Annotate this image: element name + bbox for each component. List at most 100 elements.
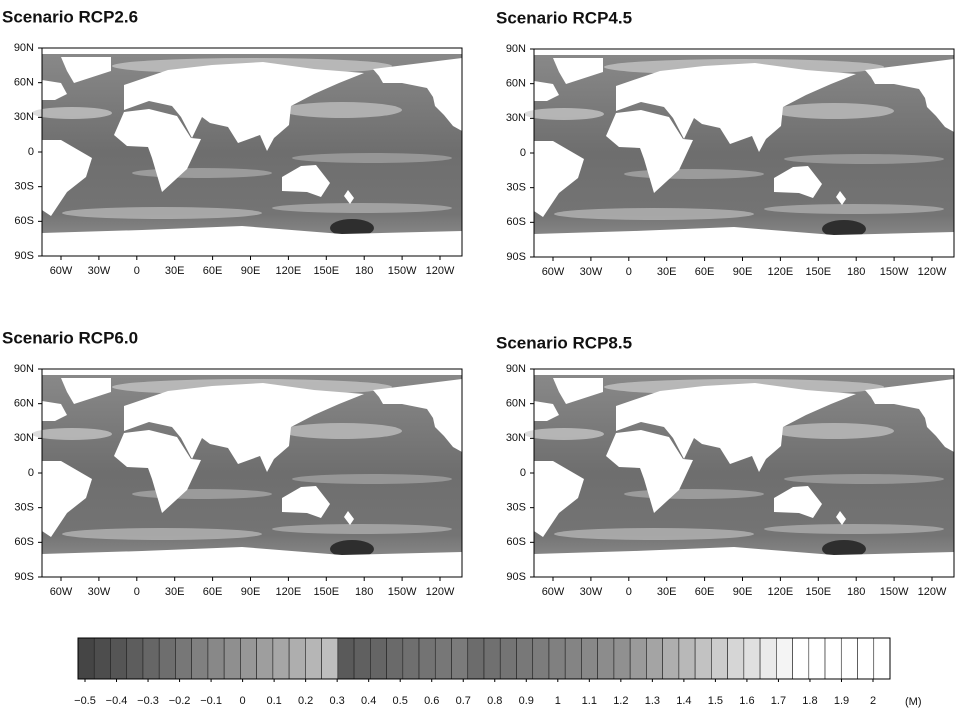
lon-tick-label: 30E: [165, 265, 185, 277]
colorbar-box: [272, 637, 290, 680]
colorbar-tick-label: −0.3: [137, 695, 159, 707]
colorbar-tick-label: 1.8: [802, 695, 817, 707]
lon-tick-label: 180: [847, 586, 865, 598]
lon-tick-label: 120E: [276, 586, 302, 598]
lon-tick-label: 150E: [313, 265, 339, 277]
colorbar-tick-label: 1.4: [676, 695, 691, 707]
lat-tick-label: 30N: [14, 432, 34, 444]
colorbar-box: [678, 637, 696, 680]
colorbar-box: [77, 637, 95, 680]
colorbar-box: [711, 637, 728, 680]
lat-tick-label: 30N: [14, 111, 34, 123]
map: 90N 60N 30N 0 30S 60S 90S 60W 30W 0 30E 60E 90E 120E 1…: [506, 43, 955, 278]
colorbar-tick-label: 0.9: [519, 695, 534, 707]
lat-tick-label: 30N: [506, 432, 526, 444]
colorbar-box: [126, 637, 144, 680]
colorbar-box: [353, 637, 371, 680]
colorbar-box: [727, 637, 745, 680]
colorbar-box: [597, 637, 615, 680]
colorbar-box: [207, 637, 225, 680]
lon-tick-label: 60W: [542, 266, 565, 278]
colorbar-box: [499, 637, 517, 680]
lat-tick-label: 90N: [14, 42, 34, 54]
lon-tick-label: 30E: [165, 586, 185, 598]
colorbar-box: [581, 637, 598, 680]
lat-tick-label: 60S: [14, 536, 34, 548]
lon-tick-label: 150W: [880, 586, 909, 598]
colorbar-box: [288, 637, 306, 680]
lon-tick-label: 150E: [805, 266, 831, 278]
map-image: [32, 48, 462, 256]
lon-tick-label: 120W: [426, 586, 455, 598]
colorbar-box: [629, 637, 647, 680]
lat-tick-label: 90N: [14, 363, 34, 375]
lat-tick-label: 60N: [14, 398, 34, 410]
colorbar-box: [646, 637, 663, 680]
colorbar-box: [434, 637, 452, 680]
colorbar-box: [451, 637, 469, 680]
colorbar-box: [467, 637, 485, 680]
lon-tick-label: 150W: [880, 266, 909, 278]
colorbar-box: [256, 637, 274, 680]
lon-tick-label: 180: [355, 265, 373, 277]
panel-title: Scenario RCP6.0: [2, 328, 138, 347]
panel-title: Scenario RCP2.6: [2, 7, 138, 26]
lat-tick-label: 60S: [14, 215, 34, 227]
lat-tick-label: 30S: [14, 181, 34, 193]
colorbar-box: [386, 637, 404, 680]
colorbar-tick-label: 1: [555, 695, 561, 707]
lon-tick-label: 60W: [50, 265, 73, 277]
colorbar-tick-label: −0.1: [200, 695, 222, 707]
lon-tick-label: 60W: [542, 586, 565, 598]
colorbar-tick-label: 1.6: [739, 695, 754, 707]
colorbar-box: [548, 637, 566, 680]
lon-tick-label: 120E: [768, 266, 794, 278]
colorbar-tick-label: 1.3: [645, 695, 660, 707]
colorbar-unit: (M): [905, 696, 922, 708]
colorbar-tick-label: 1.1: [582, 695, 597, 707]
lon-tick-label: 120E: [768, 586, 794, 598]
lat-tick-label: 60N: [506, 78, 526, 90]
colorbar-box: [337, 637, 355, 680]
colorbar-box: [662, 637, 680, 680]
colorbar-box: [191, 637, 209, 680]
lat-tick-label: 0: [520, 467, 526, 479]
lat-tick-label: 60S: [506, 216, 526, 228]
lon-tick-label: 60E: [203, 265, 223, 277]
lat-tick-label: 90S: [14, 571, 34, 583]
colorbar-box: [532, 637, 550, 680]
colorbar-box: [759, 637, 777, 680]
lon-tick-label: 0: [626, 266, 632, 278]
colorbar-box: [694, 637, 712, 680]
map-image: [32, 369, 462, 577]
lat-tick-label: 60N: [14, 77, 34, 89]
colorbar-tick-label: 0: [240, 695, 246, 707]
lon-tick-label: 60W: [50, 586, 73, 598]
lon-tick-label: 0: [134, 265, 140, 277]
colorbar-box: [418, 637, 436, 680]
lon-tick-label: 90E: [241, 265, 261, 277]
map-image: [524, 369, 954, 577]
colorbar-box: [516, 637, 534, 680]
lat-tick-label: 90N: [506, 43, 526, 55]
colorbar-box: [175, 637, 192, 680]
colorbar-box: [743, 637, 761, 680]
colorbar-box: [873, 637, 891, 680]
lat-tick-label: 90N: [506, 363, 526, 375]
lon-tick-label: 30W: [88, 265, 111, 277]
lat-tick-label: 0: [28, 467, 34, 479]
colorbar-tick-label: 0.6: [424, 695, 439, 707]
map: 90N 60N 30N 0 30S 60S 90S 60W 30W 0 30E 60E 90E 120E 1…: [14, 363, 463, 598]
lon-tick-label: 120W: [426, 265, 455, 277]
lon-tick-label: 120W: [918, 266, 947, 278]
colorbar-box: [158, 637, 176, 680]
lat-tick-label: 30S: [506, 182, 526, 194]
colorbar-box: [808, 637, 826, 680]
colorbar-tick-label: 1.5: [708, 695, 723, 707]
colorbar-box: [857, 637, 875, 680]
lat-tick-label: 0: [520, 147, 526, 159]
colorbar-box: [776, 637, 793, 680]
colorbar-tick-label: 1.2: [613, 695, 628, 707]
colorbar-box: [402, 637, 420, 680]
